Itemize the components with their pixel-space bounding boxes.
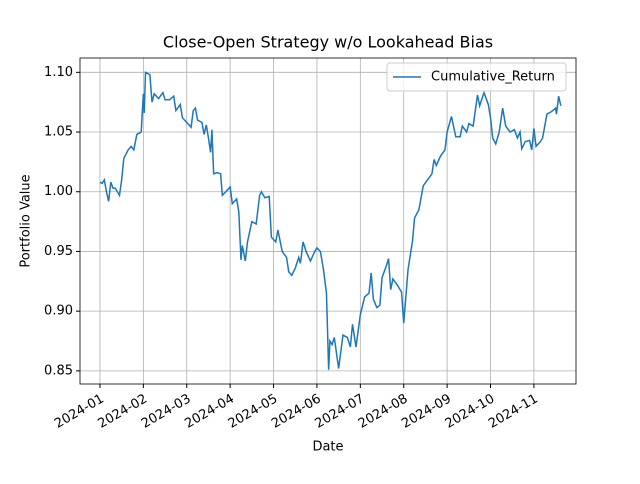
- y-tick-label: 1.05: [44, 125, 73, 140]
- x-axis-label: Date: [312, 440, 343, 455]
- y-axis-label: Portfolio Value: [19, 174, 34, 267]
- legend-label: Cumulative_Return: [431, 70, 555, 85]
- axes-frame: [79, 57, 577, 385]
- data-line: [99, 71, 562, 370]
- y-tick-label: 1.00: [44, 184, 73, 199]
- chart-title: Close-Open Strategy w/o Lookahead Bias: [163, 33, 493, 52]
- y-tick-label: 0.95: [44, 244, 73, 259]
- y-tick-label: 1.10: [44, 65, 73, 80]
- y-tick-label: 0.90: [44, 304, 73, 319]
- legend-box: [386, 62, 567, 92]
- y-tick-label: 0.85: [44, 363, 73, 378]
- x-tick-label: 2024-11: [486, 392, 541, 432]
